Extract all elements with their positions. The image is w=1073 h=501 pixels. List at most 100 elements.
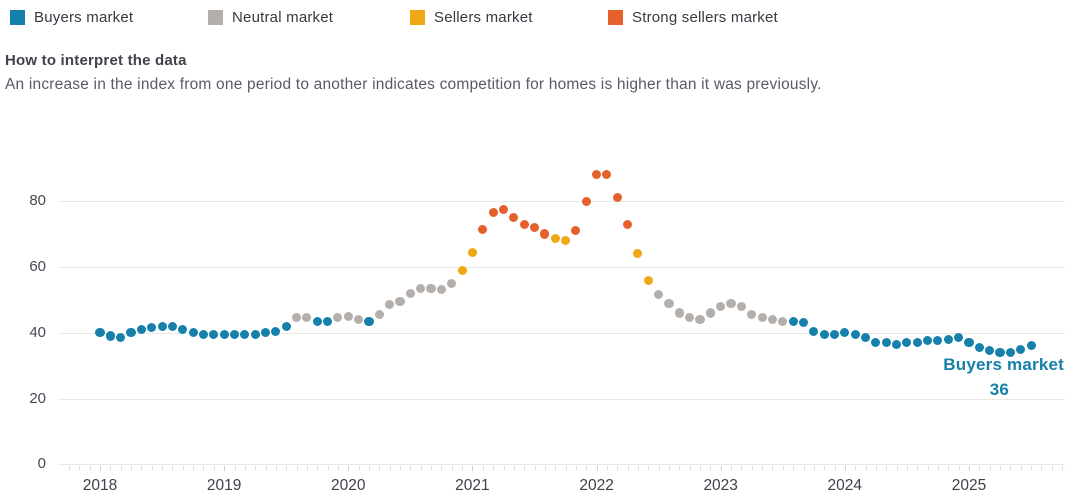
axis-month-tick [586, 465, 588, 471]
data-point-2022-08 [664, 298, 674, 308]
axis-month-tick [700, 465, 701, 471]
data-point-2019-01 [219, 329, 229, 339]
data-point-2019-09 [302, 313, 312, 323]
data-point-2025-01 [964, 338, 974, 348]
legend-label: Sellers market [434, 8, 533, 26]
data-point-2018-03 [116, 333, 126, 343]
axis-month-tick [875, 465, 877, 471]
y-axis-tick-label: 40 [29, 323, 46, 341]
x-axis-tick-label: 2020 [331, 477, 366, 494]
axis-month-tick [1041, 465, 1043, 471]
data-point-2018-08 [167, 321, 177, 331]
interpretation-heading: How to interpret the data [5, 52, 187, 69]
axis-month-tick [596, 465, 598, 471]
data-point-2020-02 [354, 314, 364, 325]
axis-month-tick [141, 465, 143, 471]
axis-month-tick [369, 465, 370, 471]
axis-month-tick [265, 465, 267, 471]
data-point-2019-06 [271, 326, 281, 336]
legend-item-strong_sellers: Strong sellers market [608, 6, 778, 28]
axis-month-tick [989, 465, 991, 471]
data-point-2024-05 [881, 338, 891, 348]
data-point-2021-09 [550, 234, 560, 244]
axis-month-tick [1031, 465, 1033, 471]
data-point-2018-01 [95, 328, 105, 338]
data-point-2022-12 [705, 308, 715, 318]
data-point-2024-04 [871, 338, 881, 348]
data-point-2022-01 [592, 170, 602, 180]
axis-month-tick [193, 465, 195, 471]
axis-month-tick [772, 465, 774, 471]
axis-month-tick [337, 465, 339, 471]
data-point-2021-02 [478, 224, 488, 234]
data-point-2023-05 [757, 313, 767, 323]
legend-label: Buyers market [34, 8, 134, 26]
data-point-2021-03 [488, 208, 498, 218]
axis-month-tick [896, 465, 898, 471]
y-axis-tick-label: 80 [29, 192, 46, 210]
strong_sellers-swatch-icon [608, 9, 623, 25]
axis-month-tick [782, 465, 784, 471]
axis-month-tick [606, 465, 608, 471]
data-point-2023-02 [726, 298, 736, 308]
data-point-2022-05 [633, 249, 643, 259]
axis-month-tick [89, 465, 91, 471]
neutral-swatch-icon [208, 9, 223, 25]
data-point-2021-11 [571, 226, 581, 236]
data-point-2024-12 [954, 333, 964, 343]
axis-month-tick [648, 465, 650, 471]
data-point-2018-04 [126, 328, 136, 338]
data-point-2020-07 [405, 288, 415, 298]
axis-month-tick [317, 465, 319, 471]
legend-item-buyers: Buyers market [10, 6, 133, 28]
data-point-2025-07 [1026, 341, 1036, 351]
axis-month-tick [751, 465, 753, 471]
data-point-2024-02 [850, 329, 860, 339]
data-point-2020-10 [436, 285, 446, 295]
axis-month-tick [348, 465, 350, 471]
legend-label: Neutral market [232, 8, 334, 26]
axis-month-tick [493, 465, 495, 471]
axis-month-tick [1010, 465, 1012, 471]
axis-month-tick [462, 465, 464, 471]
axis-month-tick [534, 465, 536, 471]
axis-month-tick [886, 465, 888, 471]
x-axis-tick-label: 2021 [455, 477, 490, 494]
axis-month-tick [306, 465, 308, 471]
axis-month-tick [275, 465, 277, 471]
axis-month-tick [182, 465, 184, 471]
axis-month-tick [296, 465, 298, 471]
y-axis-tick-label: 0 [37, 455, 46, 473]
data-point-2021-07 [529, 222, 540, 232]
data-point-2020-04 [374, 310, 384, 320]
axis-month-tick [400, 465, 401, 471]
data-point-2022-03 [612, 193, 622, 203]
data-point-2021-05 [509, 213, 519, 223]
data-point-2023-10 [809, 326, 819, 336]
axis-month-tick [741, 465, 743, 471]
data-point-2024-11 [943, 334, 953, 344]
gridline-y-40 [58, 332, 1065, 334]
data-point-2021-06 [519, 219, 529, 229]
axis-month-tick [358, 465, 360, 471]
data-point-2025-04 [995, 347, 1005, 357]
data-point-2018-11 [198, 329, 208, 339]
axis-month-tick [431, 465, 432, 471]
data-point-2024-08 [912, 338, 922, 348]
x-axis-tick-label: 2019 [206, 477, 242, 494]
axis-month-tick [410, 465, 412, 471]
axis-month-tick [793, 465, 795, 471]
axis-month-tick [1062, 465, 1064, 471]
data-point-2023-11 [819, 329, 829, 339]
axis-month-tick [1000, 465, 1001, 471]
data-point-2025-05 [1005, 347, 1015, 357]
axis-month-tick [1020, 465, 1022, 471]
axis-month-tick [617, 465, 619, 471]
data-point-2021-01 [467, 247, 477, 257]
data-point-2022-07 [654, 290, 664, 300]
data-point-2023-09 [798, 318, 809, 328]
gridline-y-0 [58, 464, 1065, 466]
data-point-2018-06 [147, 323, 157, 333]
data-point-2019-12 [333, 313, 343, 323]
